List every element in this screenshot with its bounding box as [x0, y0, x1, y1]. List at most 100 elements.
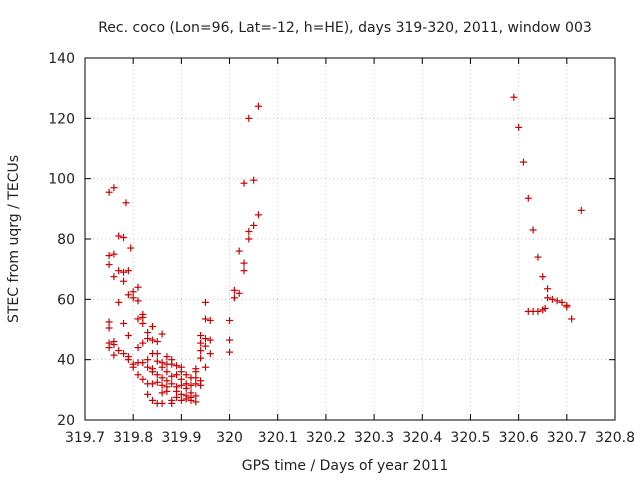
data-point: [226, 316, 234, 324]
data-point: [192, 392, 200, 400]
data-point: [115, 232, 123, 240]
data-point: [158, 381, 166, 389]
data-point: [558, 298, 566, 306]
data-point: [206, 350, 214, 358]
data-point: [168, 399, 176, 407]
data-point: [245, 235, 253, 243]
data-point: [148, 322, 156, 330]
data-point: [129, 294, 137, 302]
data-point: [105, 261, 113, 269]
data-point: [110, 250, 118, 258]
data-point: [197, 354, 205, 362]
data-point: [577, 206, 585, 214]
y-axis-label: STEC from uqrg / TECUs: [6, 155, 22, 323]
x-tick-label: 319.9: [161, 430, 201, 446]
data-point: [153, 350, 161, 358]
data-point: [144, 363, 152, 371]
data-point: [144, 335, 152, 343]
data-point: [524, 194, 532, 202]
data-point: [139, 319, 147, 327]
data-point: [120, 350, 128, 358]
data-point: [163, 387, 171, 395]
data-point: [153, 357, 161, 365]
data-point: [144, 329, 152, 337]
data-point: [139, 375, 147, 383]
y-tick-label: 120: [48, 111, 75, 127]
x-tick-label: 320.1: [258, 430, 298, 446]
data-point: [158, 363, 166, 371]
data-point: [163, 353, 171, 361]
data-point: [144, 390, 152, 398]
data-point: [250, 176, 258, 184]
data-point: [124, 291, 132, 299]
x-tick-labels: 319.7 319.8 319.9 320 320.1 320.2 320.3 320.4 32…: [65, 430, 635, 446]
data-point: [144, 356, 152, 364]
data-point: [192, 398, 200, 406]
data-point: [548, 295, 556, 303]
data-point: [122, 199, 130, 207]
data-point: [197, 347, 205, 355]
data-point: [197, 332, 205, 340]
data-point: [201, 298, 209, 306]
data-point: [177, 368, 185, 376]
data-point: [187, 396, 195, 404]
data-point: [129, 363, 137, 371]
data-point: [124, 267, 132, 275]
y-tick-label: 60: [57, 292, 75, 308]
x-tick-label: 320.3: [354, 430, 394, 446]
y-tick-label: 20: [57, 413, 75, 429]
data-point: [124, 356, 132, 364]
data-point: [563, 301, 571, 309]
data-point: [534, 307, 542, 315]
data-point: [197, 381, 205, 389]
data-point: [197, 339, 205, 347]
data-point: [110, 273, 118, 281]
x-tick-label: 319.8: [113, 430, 153, 446]
data-point: [245, 114, 253, 122]
data-point: [553, 297, 561, 305]
data-point: [168, 380, 176, 388]
y-tick-label: 100: [48, 172, 75, 188]
data-point: [158, 374, 166, 382]
data-point: [168, 372, 176, 380]
data-point: [568, 315, 576, 323]
data-point: [134, 297, 142, 305]
data-point: [519, 158, 527, 166]
y-tick-label: 140: [48, 51, 75, 67]
data-point: [230, 294, 238, 302]
data-point: [245, 227, 253, 235]
data-point: [173, 371, 181, 379]
data-point: [235, 289, 243, 297]
chart-title: Rec. coco (Lon=96, Lat=-12, h=HE), days …: [98, 20, 592, 36]
y-tick-label: 40: [57, 353, 75, 369]
data-point: [110, 341, 118, 349]
data-point: [201, 363, 209, 371]
data-point: [105, 188, 113, 196]
data-point: [201, 335, 209, 343]
data-point: [163, 368, 171, 376]
data-point: [105, 252, 113, 260]
data-point: [153, 378, 161, 386]
data-point: [158, 389, 166, 397]
grid-lines: [85, 58, 615, 420]
data-point: [529, 226, 537, 234]
data-point: [120, 268, 128, 276]
data-point: [120, 277, 128, 285]
data-point: [541, 304, 549, 312]
data-point: [177, 390, 185, 398]
x-axis-label: GPS time / Days of year 2011: [242, 458, 449, 474]
data-point: [182, 395, 190, 403]
data-point: [206, 316, 214, 324]
x-tick-label: 320.5: [450, 430, 490, 446]
data-point: [105, 344, 113, 352]
data-point: [115, 347, 123, 355]
data-point: [201, 315, 209, 323]
data-point: [177, 375, 185, 383]
data-point: [163, 377, 171, 385]
data-point: [153, 371, 161, 379]
data-point: [134, 283, 142, 291]
data-point: [182, 384, 190, 392]
data-point: [173, 387, 181, 395]
data-point: [110, 351, 118, 359]
data-point: [124, 332, 132, 340]
